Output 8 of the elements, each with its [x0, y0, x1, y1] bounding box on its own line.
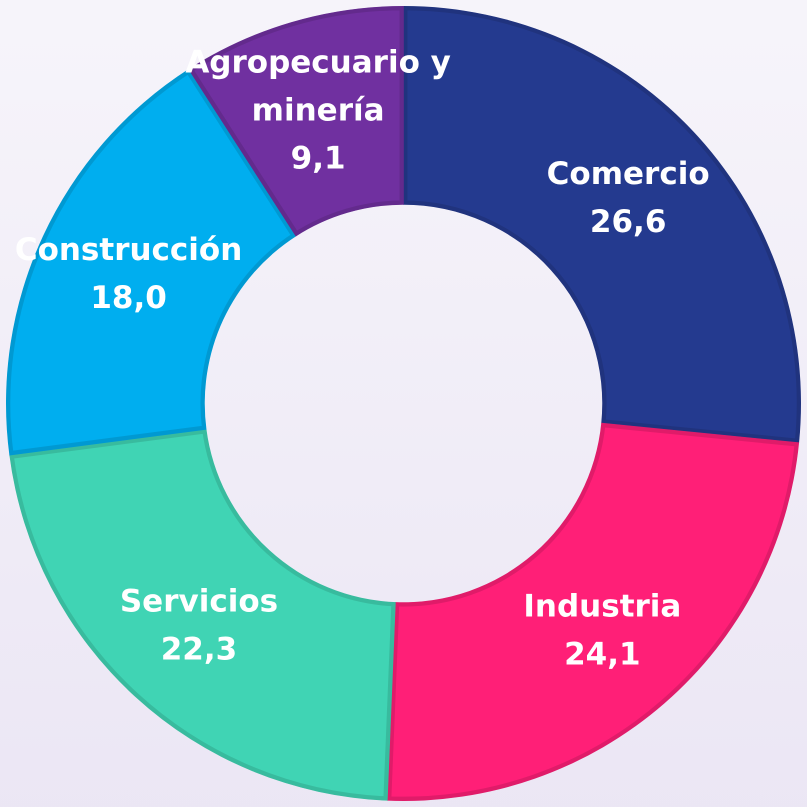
- data-label: 24,1: [564, 636, 641, 672]
- data-label: 22,3: [160, 631, 238, 668]
- data-label: 26,6: [590, 204, 666, 240]
- slice-label: Industria: [523, 588, 682, 624]
- data-label: 18,0: [90, 280, 167, 316]
- slice-label: Comercio: [546, 156, 710, 192]
- slice-label: Servicios: [120, 583, 278, 620]
- data-label: 9,1: [290, 140, 346, 177]
